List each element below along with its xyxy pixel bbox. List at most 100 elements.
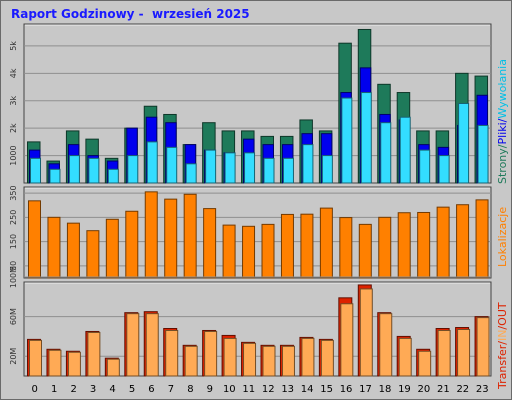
x-tick-label-h15: 15 <box>320 384 333 395</box>
bar-in-h14 <box>301 337 315 377</box>
bar-lokalizacje-h17 <box>358 223 372 279</box>
x-tick-label-h22: 22 <box>456 384 469 395</box>
y-tick-label: 60M <box>9 308 18 325</box>
y-tick-label: 150 <box>9 234 18 249</box>
x-tick-label-h20: 20 <box>418 384 431 395</box>
x-tick-label-h4: 4 <box>109 384 115 395</box>
legend-pliki: Pliki <box>496 122 509 145</box>
bar-in-h3 <box>87 331 101 377</box>
legend-sep: / <box>496 341 509 345</box>
bar-wywolania-h22 <box>458 103 470 184</box>
bar-in-h5 <box>126 313 140 377</box>
bar-in-h12 <box>262 345 276 377</box>
bar-wywolania-h23 <box>477 124 489 184</box>
legend-strony: Strony <box>496 148 509 184</box>
legend-out: OUT <box>496 302 509 326</box>
x-tick-label-h5: 5 <box>129 384 135 395</box>
bar-lokalizacje-h0 <box>28 200 41 279</box>
x-tick-label-h21: 21 <box>437 384 450 395</box>
x-tick-label-h7: 7 <box>168 384 174 395</box>
bar-lokalizacje-h10 <box>222 224 236 279</box>
x-tick-label-h6: 6 <box>148 384 154 395</box>
bar-lokalizacje-h4 <box>105 218 119 279</box>
bar-lokalizacje-h5 <box>125 210 139 279</box>
bar-in-h18 <box>379 313 393 377</box>
bar-wywolania-h5 <box>127 155 139 184</box>
x-tick-label-h13: 13 <box>281 384 294 395</box>
bar-wywolania-h17 <box>360 92 372 184</box>
bar-wywolania-h1 <box>49 168 61 184</box>
bar-lokalizacje-h3 <box>86 230 100 279</box>
x-tick-label-h18: 18 <box>379 384 392 395</box>
x-tick-label-h1: 1 <box>51 384 57 395</box>
bar-lokalizacje-h19 <box>397 212 411 279</box>
y-tick-label: 5k <box>9 41 18 51</box>
bar-in-h15 <box>320 339 334 377</box>
x-tick-label-h3: 3 <box>90 384 96 395</box>
legend-sep: / <box>496 118 509 123</box>
bar-lokalizacje-h13 <box>280 213 294 279</box>
y-tick-label: 2k <box>9 123 18 133</box>
y-tick-label: 3k <box>9 96 18 106</box>
x-tick-label-h14: 14 <box>301 384 314 395</box>
report-title: Raport Godzinowy - wrzesień 2025 <box>11 7 250 21</box>
x-tick-label-h17: 17 <box>359 384 372 395</box>
bar-lokalizacje-h8 <box>183 193 197 279</box>
bar-wywolania-h9 <box>205 149 217 184</box>
bar-lokalizacje-h18 <box>378 216 392 279</box>
x-tick-label-h0: 0 <box>32 384 38 395</box>
chart-panel-0 <box>23 23 492 184</box>
legend-wywolania: Wywołania <box>496 59 509 119</box>
bar-wywolania-h20 <box>419 149 431 184</box>
bar-wywolania-h3 <box>88 157 100 184</box>
bar-wywolania-h18 <box>380 122 392 184</box>
bar-wywolania-h7 <box>166 146 178 184</box>
bar-wywolania-h21 <box>438 155 450 184</box>
bar-in-h6 <box>145 313 159 377</box>
bar-in-h4 <box>106 358 120 377</box>
bar-lokalizacje-h23 <box>475 199 489 279</box>
bar-in-h2 <box>67 351 81 377</box>
bar-in-h17 <box>359 288 373 377</box>
legend-in: IN <box>496 329 509 342</box>
legend-lokalizacje: Lokalizacje <box>496 206 509 267</box>
legend-sep: / <box>496 144 509 149</box>
x-tick-label-h23: 23 <box>476 384 489 395</box>
x-tick-label-h2: 2 <box>70 384 76 395</box>
bar-lokalizacje-h2 <box>66 222 80 279</box>
x-tick-label-h19: 19 <box>398 384 411 395</box>
y-tick-label: 4k <box>9 68 18 78</box>
x-tick-label-h8: 8 <box>187 384 193 395</box>
bar-in-h23 <box>476 317 490 377</box>
bar-wywolania-h16 <box>341 97 353 184</box>
bar-wywolania-h4 <box>107 168 119 184</box>
bar-lokalizacje-h11 <box>242 225 256 279</box>
y-tick-label: 250 <box>9 210 18 225</box>
bar-lokalizacje-h12 <box>261 223 275 279</box>
bar-lokalizacje-h21 <box>436 206 450 279</box>
legend-transfer: Transfer <box>496 344 509 389</box>
y-tick-label: 20M <box>9 348 18 365</box>
bar-in-h9 <box>204 330 218 377</box>
bar-in-h8 <box>184 345 198 377</box>
bar-wywolania-h12 <box>263 157 275 184</box>
bar-lokalizacje-h22 <box>456 204 470 279</box>
bar-lokalizacje-h16 <box>339 217 353 279</box>
y-tick-label: 350 <box>9 185 18 200</box>
bar-wywolania-h19 <box>399 116 411 184</box>
bar-wywolania-h0 <box>30 157 41 184</box>
bar-lokalizacje-h6 <box>144 191 158 279</box>
bar-wywolania-h13 <box>282 157 294 184</box>
bar-in-h10 <box>223 337 237 377</box>
legend-top: Strony/Pliki/Wywołania <box>496 59 509 184</box>
x-tick-label-h10: 10 <box>223 384 236 395</box>
bar-in-h21 <box>437 329 451 377</box>
bar-lokalizacje-h9 <box>203 208 217 279</box>
bar-in-h20 <box>418 350 432 377</box>
bar-wywolania-h10 <box>224 152 236 184</box>
chart-panel-1 <box>23 186 492 279</box>
x-tick-label-h9: 9 <box>207 384 213 395</box>
bar-wywolania-h15 <box>321 155 333 184</box>
